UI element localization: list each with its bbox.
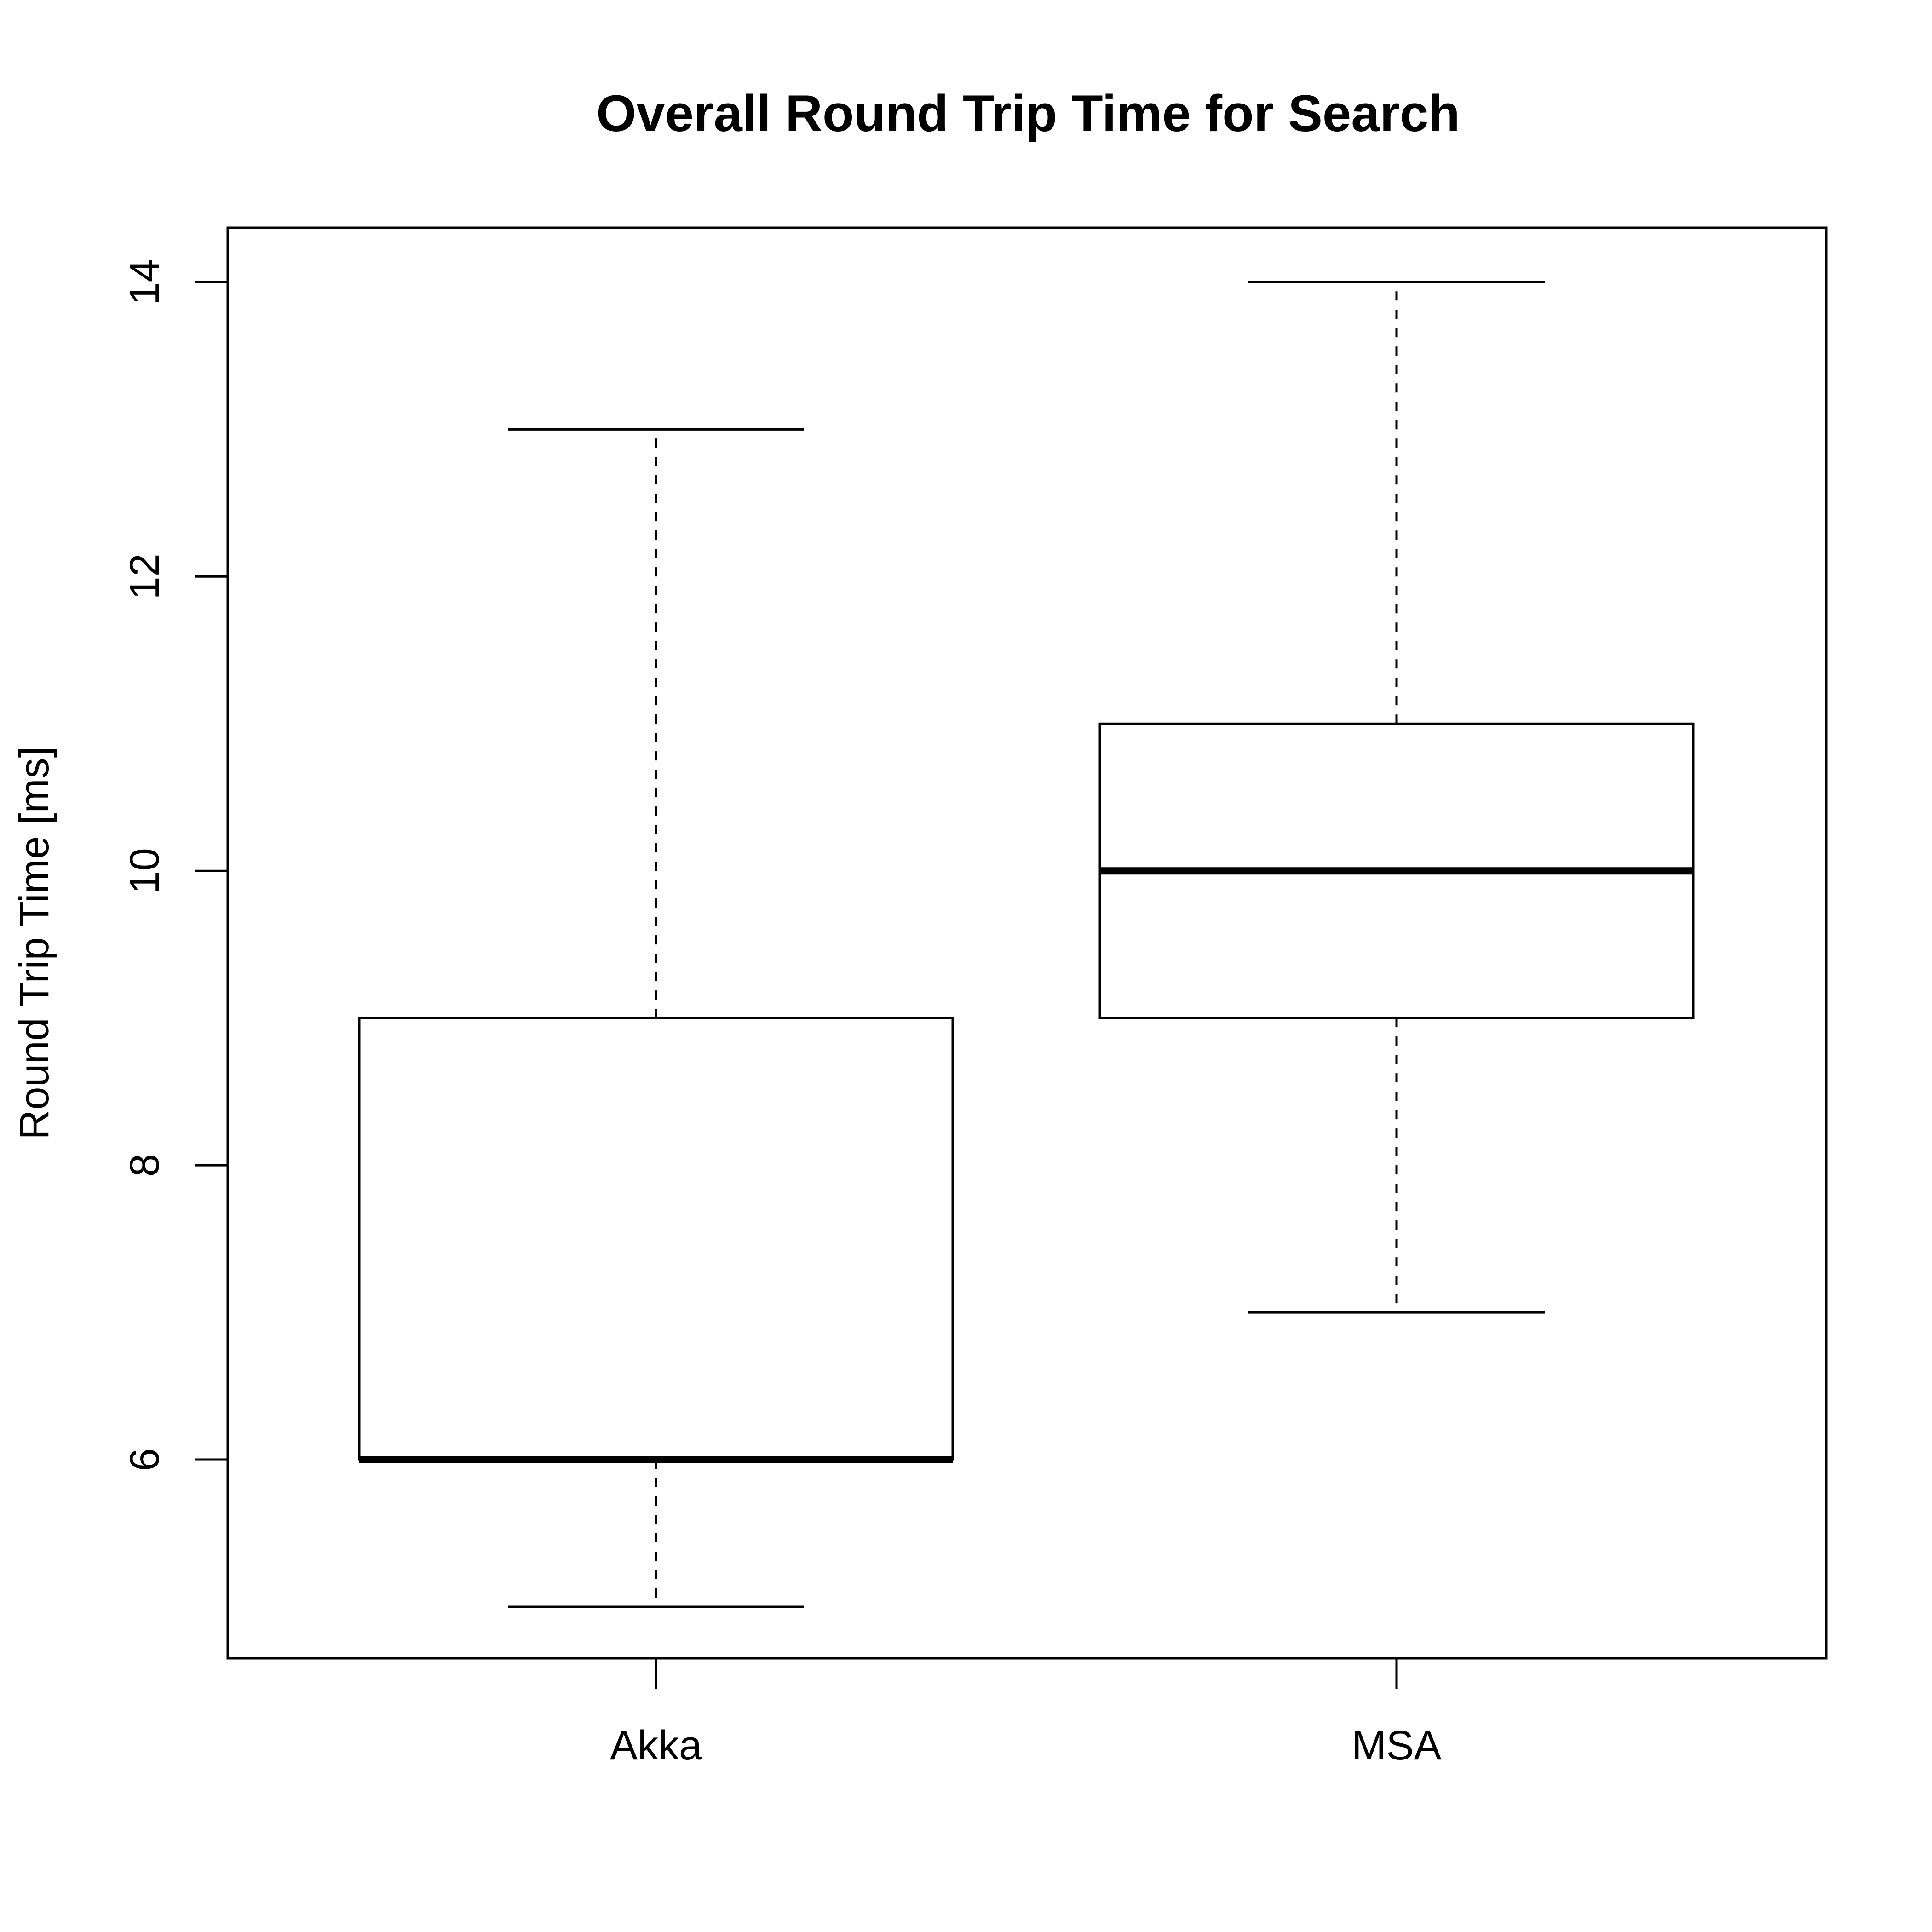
plot-frame (226, 226, 1828, 1660)
y-axis-label: Round Trip Time [ms] (12, 746, 58, 1139)
y-axis: 6 8 10 12 14 (122, 259, 228, 1471)
x-tick-label: Akka (610, 1723, 702, 1769)
x-tick-label: MSA (1351, 1723, 1441, 1769)
iqr-box (358, 1017, 954, 1461)
y-tick-label: 14 (122, 259, 168, 305)
y-tick-label: 6 (122, 1448, 168, 1471)
boxes (358, 281, 1695, 1608)
y-tick-label: 10 (122, 848, 168, 894)
box-msa (1098, 281, 1695, 1314)
y-tick-label: 8 (122, 1154, 168, 1177)
y-tick-label: 12 (122, 553, 168, 599)
chart-title: Overall Round Trip Time for Search (596, 85, 1460, 142)
box-akka (358, 428, 954, 1608)
x-axis: Akka MSA (610, 1658, 1442, 1769)
